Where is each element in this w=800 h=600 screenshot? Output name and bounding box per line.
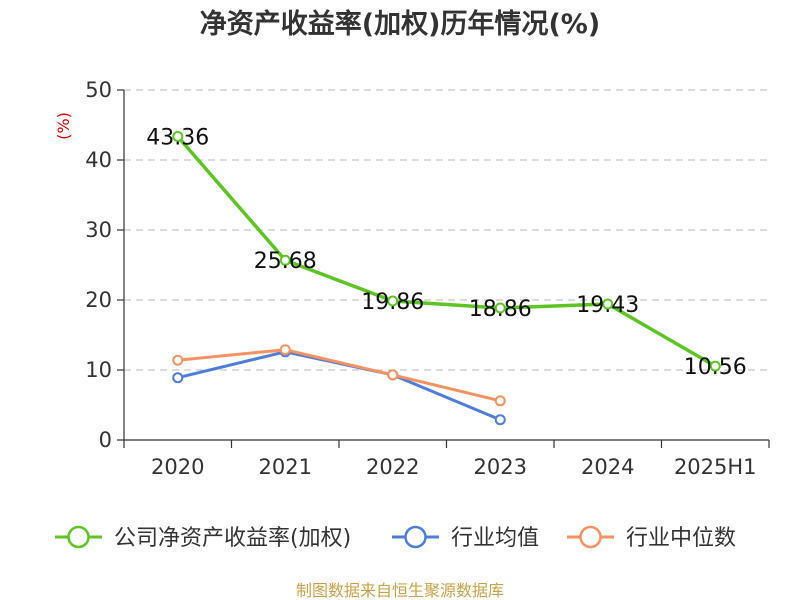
series-0-point-2022 — [387, 295, 399, 307]
series-0-point-2023 — [494, 302, 506, 314]
legend-marker-0 — [67, 525, 90, 549]
legend: 公司净资产收益率(加权) 行业均值 行业中位数 — [55, 525, 736, 551]
axes: 0 10 20 30 40 50 2020 2021 2022 2023 2024 2025H1 — [85, 78, 770, 479]
legend-label-2: 行业中位数 — [626, 526, 736, 551]
y-tick-label-10: 10 — [85, 358, 112, 382]
grid-lines — [124, 89, 769, 371]
series-0-point-2021 — [279, 254, 291, 266]
data-labels: 43.36 25.68 19.86 18.86 19.43 10.56 — [146, 125, 746, 380]
legend-marker-1 — [404, 525, 427, 549]
y-tick-label-0: 0 — [99, 428, 112, 452]
series-0-point-2025H1 — [709, 360, 721, 372]
chart-title: 净资产收益率(加权)历年情况(%) — [200, 8, 600, 40]
legend-marker-2 — [579, 525, 602, 549]
legend-label-1: 行业均值 — [451, 526, 539, 551]
series-line-2 — [176, 348, 502, 403]
data-label-2025H1: 10.56 — [684, 355, 747, 380]
series-2-point-2022 — [387, 369, 399, 381]
series-0-point-2020 — [172, 130, 184, 142]
data-label-2023: 18.86 — [469, 297, 532, 322]
y-tick-label-50: 50 — [85, 78, 112, 102]
data-label-2020: 43.36 — [146, 125, 209, 150]
series-2-point-2023 — [494, 395, 506, 407]
data-label-2021: 25.68 — [254, 249, 317, 274]
data-label-2022: 19.86 — [361, 290, 424, 315]
x-tick-label-2022: 2022 — [366, 455, 419, 479]
series-2-point-2020 — [172, 354, 184, 366]
series-2-point-2021 — [279, 344, 291, 356]
x-tick-label-2023: 2023 — [474, 455, 527, 479]
legend-label-0: 公司净资产收益率(加权) — [114, 526, 351, 551]
series-0-point-2024 — [602, 298, 614, 310]
series-1-point-2023 — [494, 414, 506, 426]
y-axis-label: (%) — [54, 112, 73, 140]
source-note: 制图数据来自恒生聚源数据库 — [296, 581, 504, 600]
series-group — [172, 130, 721, 426]
y-tick-label-20: 20 — [85, 288, 112, 312]
y-tick-label-30: 30 — [85, 218, 112, 242]
x-tick-label-2024: 2024 — [581, 455, 634, 479]
y-tick-label-40: 40 — [85, 148, 112, 172]
x-tick-label-2021: 2021 — [259, 455, 312, 479]
x-tick-label-2025H1: 2025H1 — [674, 455, 757, 479]
series-1-point-2020 — [172, 372, 184, 384]
data-label-2024: 19.43 — [576, 293, 639, 318]
series-line-0 — [176, 134, 717, 368]
x-tick-label-2020: 2020 — [151, 455, 204, 479]
